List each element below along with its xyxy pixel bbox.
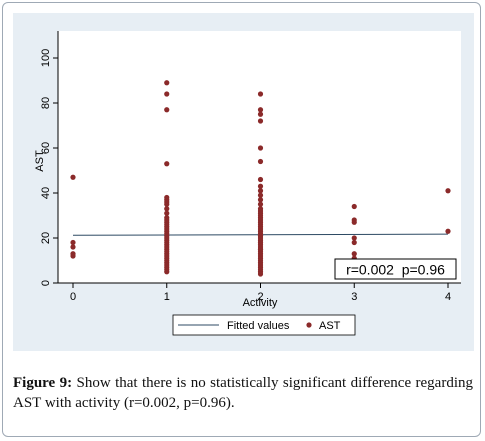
ast-point <box>257 91 264 97</box>
stat-annotation-box <box>334 258 457 280</box>
ast-point <box>257 118 264 124</box>
figure-caption-label: Figure 9: <box>13 375 73 391</box>
ast-point <box>351 251 357 257</box>
ast-point <box>445 188 451 194</box>
ast-point <box>257 188 264 194</box>
ast-point <box>351 203 357 210</box>
ast-point <box>257 233 264 239</box>
ast-point <box>164 269 170 275</box>
legend-fitted-label: Fitted values <box>227 320 290 332</box>
figure-card: 0 1 2 3 4 0 20 40 60 80 100 r=0.002 p=0.96 Activit… <box>2 2 481 437</box>
legend: Fitted values AST <box>172 314 356 336</box>
x-tick-label: 1 <box>164 291 170 303</box>
ast-point <box>164 91 170 97</box>
ast-point <box>257 201 264 207</box>
ast-point <box>164 201 170 207</box>
x-tick-label: 0 <box>70 291 76 303</box>
ast-point <box>257 176 264 183</box>
ast-point <box>164 210 170 216</box>
legend-box <box>172 314 356 336</box>
y-axis-label: AST <box>34 150 46 172</box>
ast-point <box>70 253 76 259</box>
ast-point <box>257 111 264 117</box>
legend-ast-label: AST <box>319 320 341 332</box>
ast-point <box>164 80 170 86</box>
legend-ast-swatch <box>306 322 312 328</box>
chart-marks <box>70 80 451 277</box>
y-tick-label: 0 <box>40 280 52 286</box>
ast-point <box>257 197 264 203</box>
y-tick-label: 20 <box>40 232 52 244</box>
ast-point <box>257 246 264 252</box>
ast-point <box>257 183 264 189</box>
ast-point <box>70 239 76 246</box>
figure-caption-text: Show that there is no statistically sign… <box>13 375 473 411</box>
ast-point <box>445 228 451 234</box>
x-tick-label: 3 <box>351 291 357 303</box>
stat-annotation: r=0.002 p=0.96 <box>334 258 457 280</box>
figure-caption: Figure 9: Show that there is no statisti… <box>13 373 473 413</box>
x-tick-label: 2 <box>257 291 263 303</box>
ast-point <box>164 161 170 167</box>
y-tick-label: 100 <box>40 49 52 67</box>
ast-point <box>351 239 357 246</box>
ast-point <box>257 107 264 113</box>
ast-point <box>257 145 264 151</box>
ast-point <box>257 192 264 198</box>
x-tick-label: 4 <box>445 291 451 303</box>
ast-point <box>164 206 170 212</box>
y-tick-label: 80 <box>40 97 52 109</box>
y-tick-label: 60 <box>40 142 52 154</box>
ast-point <box>70 174 76 180</box>
ast-point <box>351 219 357 225</box>
ast-point <box>351 235 357 241</box>
ast-point <box>257 271 264 277</box>
ast-point <box>257 158 264 165</box>
y-tick-label: 40 <box>40 187 52 199</box>
stat-annotation-text: r=0.002 p=0.96 <box>346 262 445 278</box>
ast-point <box>164 107 170 113</box>
ast-point <box>257 239 264 246</box>
ast-point <box>70 244 76 250</box>
x-axis-label: Activity <box>243 297 278 309</box>
